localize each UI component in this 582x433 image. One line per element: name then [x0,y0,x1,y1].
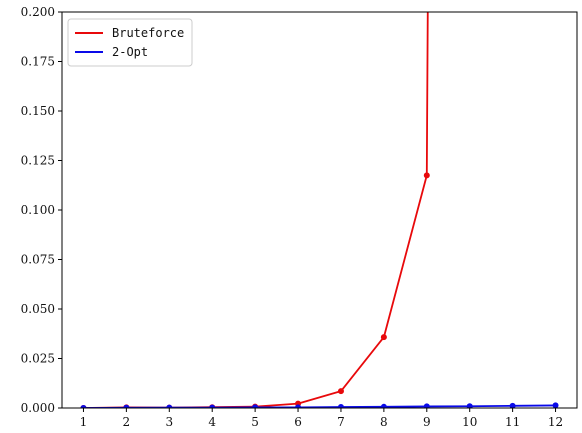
data-point-2-opt [123,404,130,408]
legend-label: Bruteforce [112,26,184,40]
x-tick-label: 4 [208,415,216,429]
x-tick-label: 2 [123,415,131,429]
x-tick-label: 9 [423,415,431,429]
y-tick-label: 0.175 [21,55,55,69]
data-point-2-opt [252,404,259,408]
data-point-bruteforce [423,172,430,179]
x-tick-label: 7 [337,415,345,429]
data-point-2-opt [166,404,173,408]
y-tick-label: 0.100 [21,203,55,217]
x-tick-label: 12 [548,415,563,429]
x-tick-label: 3 [165,415,173,429]
legend: Bruteforce 2-Opt [67,18,193,67]
y-tick-label: 0.200 [21,5,55,19]
x-tick-label: 5 [251,415,259,429]
y-tick-label: 0.075 [21,253,55,267]
y-tick-label: 0.000 [21,401,55,415]
y-tick-label: 0.125 [21,154,55,168]
data-point-2-opt [423,403,430,408]
legend-label: 2-Opt [112,45,148,59]
plot-frame [61,11,578,409]
data-point-2-opt [466,403,473,408]
x-tick-label: 10 [462,415,477,429]
x-tick-label: 1 [80,415,88,429]
y-tick-label: 0.150 [21,104,55,118]
data-point-bruteforce [337,388,344,395]
x-tick-label: 6 [294,415,302,429]
x-tick-label: 8 [380,415,388,429]
data-point-2-opt [552,402,559,408]
y-tick-label: 0.050 [21,302,55,316]
data-point-2-opt [209,404,216,408]
y-tick-label: 0.025 [21,352,55,366]
x-tick-label: 11 [505,415,520,429]
x-axis: 1 2 3 4 5 6 7 8 9 10 11 12 [80,408,563,429]
data-point-2-opt [380,403,387,408]
data-point-2-opt [295,404,302,408]
y-axis: 0.000 0.025 0.050 0.075 0.100 0.125 0.150 0.175… [21,5,62,415]
data-point-2-opt [509,402,516,408]
data-point-2-opt [80,405,87,408]
data-point-bruteforce [380,334,387,341]
legend-box [67,18,193,67]
data-point-2-opt [337,404,344,408]
